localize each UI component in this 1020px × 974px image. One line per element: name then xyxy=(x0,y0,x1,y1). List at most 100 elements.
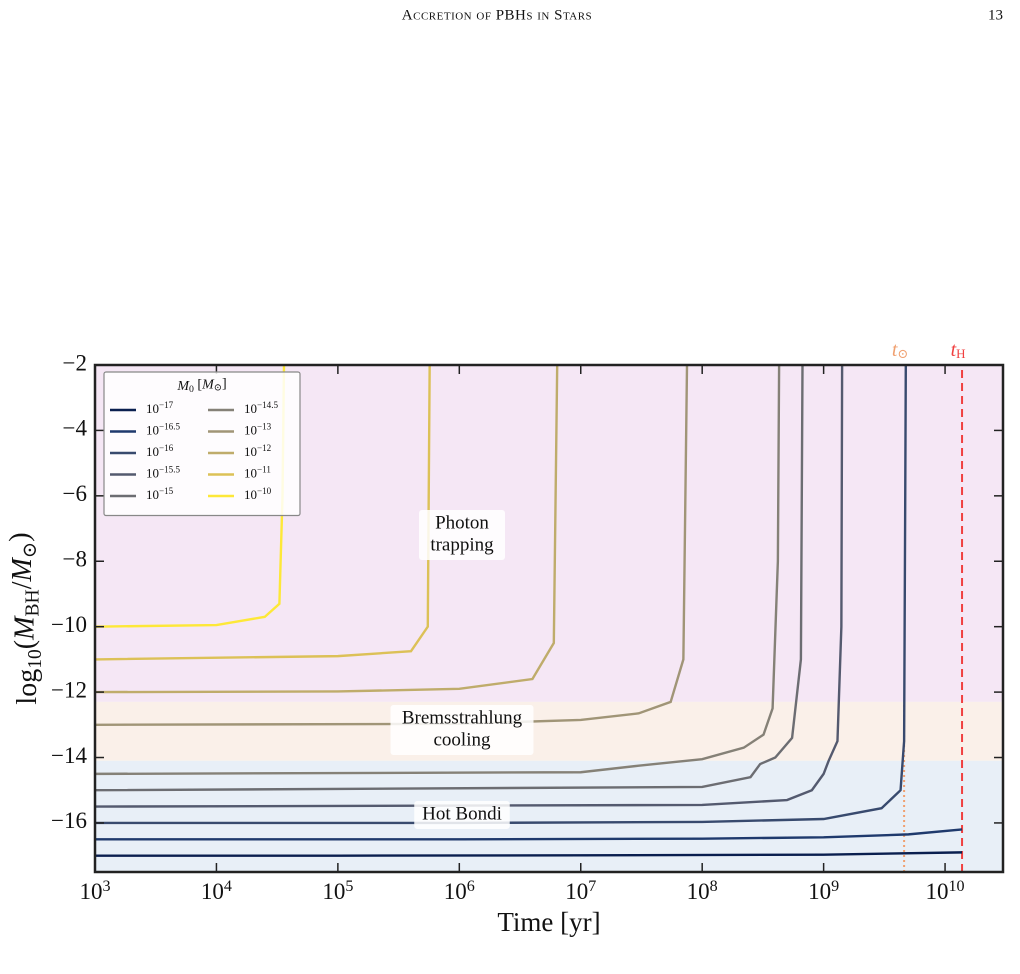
label-part: −17 xyxy=(159,400,174,410)
y-tick-label: −16 xyxy=(51,808,87,833)
legend-box xyxy=(103,371,301,517)
label-part: 10 xyxy=(79,879,102,904)
region-band xyxy=(95,701,1003,761)
label-part: 10 xyxy=(322,879,345,904)
legend: M0 [M⊙]10−1710−16.510−1610−15.510−1510−1… xyxy=(103,371,301,517)
label-part: 10 xyxy=(146,444,159,459)
legend-label: 10−11 xyxy=(244,464,271,480)
label-part: 10 xyxy=(24,649,45,669)
region-label: Hot Bondi xyxy=(414,801,510,829)
y-tick-label: −2 xyxy=(63,350,87,375)
reference-label: t⊙ xyxy=(892,339,908,361)
label-box xyxy=(390,705,534,755)
label-part: 10 xyxy=(808,879,831,904)
label-part: −14.5 xyxy=(257,400,278,410)
legend-label: 10−12 xyxy=(244,443,272,459)
label-part: 10 xyxy=(949,877,965,894)
legend-label: 10−16 xyxy=(146,443,174,459)
label-part: ( xyxy=(10,640,41,649)
label-part: 10 xyxy=(687,879,710,904)
x-tick-label: 1010 xyxy=(926,877,965,904)
label-part: 10 xyxy=(201,879,224,904)
y-tick-label: −12 xyxy=(51,677,87,702)
legend-label: 10−16.5 xyxy=(146,421,180,437)
label-part: −15 xyxy=(159,486,174,496)
label-part: 10 xyxy=(146,401,159,416)
y-tick-label: −10 xyxy=(51,612,87,637)
y-tick-label: −14 xyxy=(51,743,87,768)
y-tick-label: −6 xyxy=(63,481,87,506)
label-part: 10 xyxy=(244,401,257,416)
label-part: −10 xyxy=(257,486,272,496)
x-tick-label: 108 xyxy=(687,877,718,904)
label-part: −11 xyxy=(257,464,271,474)
label-part: M xyxy=(176,379,190,394)
label-part: M xyxy=(10,615,41,641)
label-part: t xyxy=(892,339,898,361)
label-part: 3 xyxy=(102,877,110,894)
label-part: ⊙ xyxy=(897,346,908,361)
legend-label: 10−10 xyxy=(244,486,272,502)
label-part: 10 xyxy=(244,487,257,502)
x-axis-label: Time [yr] xyxy=(497,907,600,937)
region-label-text: trapping xyxy=(430,534,494,555)
legend-title: M0 [M⊙] xyxy=(176,377,226,395)
label-box xyxy=(419,510,505,560)
series-line xyxy=(95,365,907,825)
label-part: H xyxy=(956,346,965,361)
series-line xyxy=(95,365,804,792)
label-part: −16.5 xyxy=(159,421,180,431)
series-group xyxy=(95,365,963,857)
label-part: M xyxy=(7,557,38,583)
running-header: Accretion of PBHs in Stars xyxy=(402,7,592,23)
y-tick-label: −4 xyxy=(63,416,88,441)
series-line xyxy=(95,828,963,841)
x-tick-label: 106 xyxy=(444,877,475,904)
y-tick-label: −8 xyxy=(63,547,87,572)
label-part: 0 xyxy=(189,384,194,395)
label-part: 4 xyxy=(224,877,232,894)
label-part: 10 xyxy=(146,465,159,480)
region-label-text: Hot Bondi xyxy=(422,803,502,824)
label-part: M xyxy=(201,378,215,393)
legend-label: 10−17 xyxy=(146,400,174,416)
x-tick-label: 105 xyxy=(322,877,353,904)
label-part: 10 xyxy=(565,879,588,904)
label-part: 10 xyxy=(244,444,257,459)
region-label-text: Photon xyxy=(435,512,489,533)
label-part: −12 xyxy=(257,443,272,453)
series-line xyxy=(95,365,844,808)
label-part: ⊙ xyxy=(214,383,222,394)
legend-label: 10−15.5 xyxy=(146,464,180,480)
x-tick-label: 103 xyxy=(79,877,110,904)
label-part: t xyxy=(951,339,957,361)
legend-label: 10−15 xyxy=(146,486,174,502)
label-part: 10 xyxy=(244,422,257,437)
legend-label: 10−13 xyxy=(244,421,272,437)
label-part: 7 xyxy=(588,877,596,894)
label-part: BH xyxy=(22,589,43,616)
label-part: −16 xyxy=(159,443,174,453)
x-tick-label: 107 xyxy=(565,877,596,904)
region-label-text: cooling xyxy=(434,729,491,750)
label-part: 5 xyxy=(345,877,353,894)
label-part: 8 xyxy=(710,877,718,894)
label-part: −15.5 xyxy=(159,464,180,474)
plot-frame xyxy=(93,363,1005,874)
label-part: 10 xyxy=(146,422,159,437)
series-line xyxy=(95,365,559,694)
label-part: ) xyxy=(5,532,36,541)
label-part: ] xyxy=(222,377,227,392)
label-part: 10 xyxy=(444,879,467,904)
label-part: / xyxy=(7,581,38,589)
label-part: 10 xyxy=(926,879,949,904)
label-part: 10 xyxy=(244,465,257,480)
label-part: [ xyxy=(194,378,203,393)
legend-label: 10−14.5 xyxy=(244,400,278,416)
label-part: 9 xyxy=(831,877,839,894)
series-line xyxy=(95,365,781,776)
label-box xyxy=(414,801,510,829)
region-label-text: Bremsstrahlung xyxy=(402,707,523,728)
